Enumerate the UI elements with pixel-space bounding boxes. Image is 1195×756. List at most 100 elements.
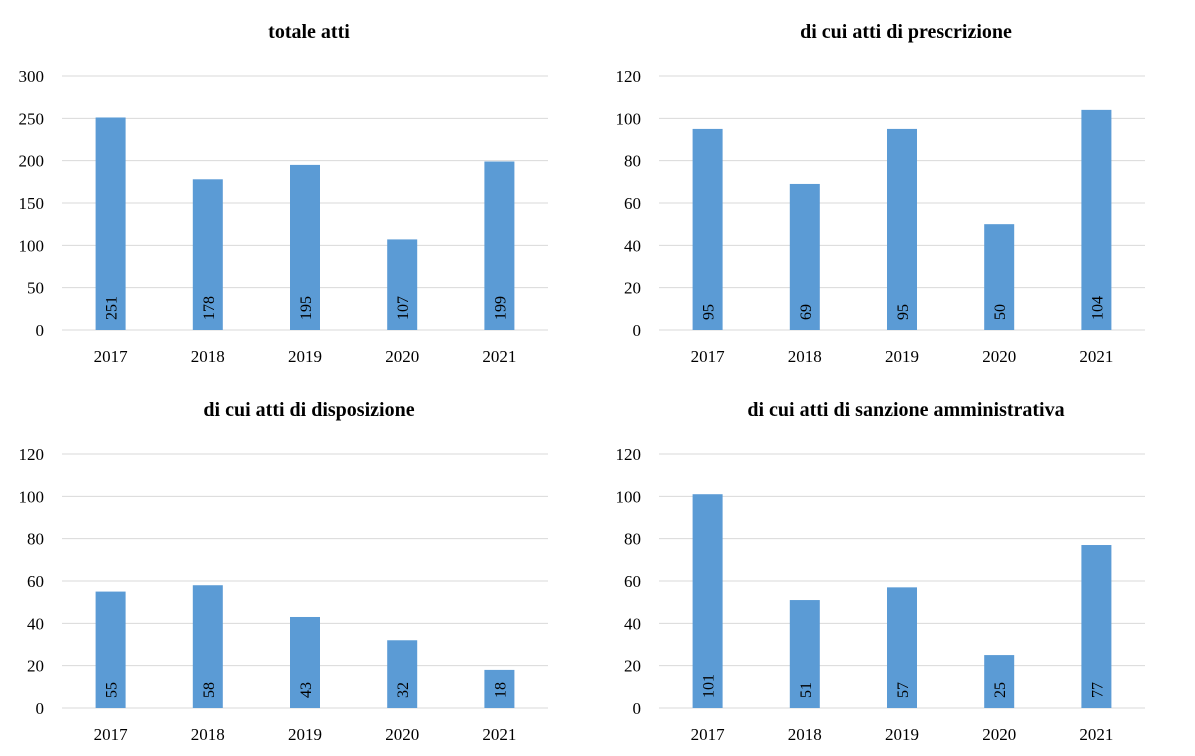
y-tick-label: 40 [624,614,641,633]
chart-svg: di cui atti di sanzione amministrativa 0 2… [616,399,1145,744]
y-tick-label: 300 [19,67,45,86]
data-label: 69 [798,304,815,320]
bar [290,616,320,708]
bar [192,179,223,330]
data-label: 32 [395,682,412,698]
data-label: 51 [798,682,815,698]
x-tick-label: 2021 [482,725,516,744]
data-label: 25 [992,682,1009,698]
data-label: 199 [492,296,509,320]
bar [692,128,723,330]
chart-atti-disposizione: di cui atti di disposizione 0 20 40 60 80 100 1… [0,378,598,756]
x-tick-label: 2020 [982,347,1016,366]
data-label: 77 [1089,682,1106,698]
x-tick-label: 2017 [94,347,129,366]
y-tick-label: 60 [27,572,44,591]
bar [192,585,223,708]
bar [984,655,1015,708]
y-tick-label: 60 [624,572,641,591]
x-tick-label: 2021 [482,347,516,366]
y-tick-label: 0 [633,321,642,340]
y-tick-label: 20 [624,279,641,298]
data-label: 101 [701,674,718,698]
x-tick-label: 2017 [691,725,726,744]
y-tick-label: 80 [27,530,44,549]
bar [692,494,723,708]
data-label: 107 [395,296,412,320]
y-tick-label: 20 [624,657,641,676]
bar [290,164,320,330]
data-label: 57 [895,682,912,698]
bar [484,161,515,330]
bar [95,591,126,708]
y-tick-label: 100 [19,487,45,506]
bar [984,224,1015,330]
x-tick-label: 2018 [788,347,822,366]
x-tick-label: 2019 [885,347,919,366]
data-label: 58 [201,682,218,698]
data-label: 195 [298,296,315,320]
y-tick-label: 80 [624,152,641,171]
chart-atti-sanzione-amministrativa: di cui atti di sanzione amministrativa 0 2… [597,378,1195,756]
x-tick-label: 2018 [788,725,822,744]
y-tick-label: 120 [616,67,642,86]
y-tick-label: 120 [19,445,45,464]
y-tick-label: 50 [27,279,44,298]
bar [1081,545,1112,708]
bar [887,128,917,330]
bar [1081,109,1112,330]
data-label: 43 [298,682,315,698]
y-tick-label: 20 [27,657,44,676]
y-tick-label: 0 [633,699,642,718]
data-label: 95 [701,304,718,320]
y-tick-label: 250 [19,109,45,128]
x-tick-label: 2020 [982,725,1016,744]
y-tick-label: 0 [36,321,45,340]
chart-title: totale atti [268,21,350,43]
y-tick-label: 40 [624,236,641,255]
x-tick-label: 2020 [385,725,419,744]
x-tick-label: 2021 [1079,347,1113,366]
x-tick-label: 2018 [191,725,225,744]
x-tick-label: 2019 [885,725,919,744]
data-label: 178 [201,296,218,320]
x-tick-label: 2021 [1079,725,1113,744]
y-tick-label: 100 [616,487,642,506]
chart-title: di cui atti di disposizione [203,399,414,421]
x-tick-label: 2017 [94,725,129,744]
y-tick-label: 120 [616,445,642,464]
y-tick-label: 200 [19,152,45,171]
x-tick-label: 2019 [288,347,322,366]
chart-totale-atti: totale atti 0 50 100 150 200 250 300 251 2017 178 2… [0,0,598,378]
y-tick-label: 40 [27,614,44,633]
y-tick-label: 100 [616,109,642,128]
x-tick-label: 2020 [385,347,419,366]
bar [484,669,515,708]
bar [95,117,126,330]
chart-svg: totale atti 0 50 100 150 200 250 300 251 2017 178 2… [19,21,548,366]
chart-title: di cui atti di prescrizione [800,21,1012,43]
bar [387,640,418,708]
y-tick-label: 60 [624,194,641,213]
y-tick-label: 80 [624,530,641,549]
data-label: 50 [992,304,1009,320]
bar [789,600,820,708]
data-label: 95 [895,304,912,320]
bar [887,587,917,708]
y-tick-label: 100 [19,236,45,255]
data-label: 55 [104,682,121,698]
chart-atti-prescrizione: di cui atti di prescrizione 0 20 40 60 80 100 1… [597,0,1195,378]
x-tick-label: 2019 [288,725,322,744]
data-label: 251 [104,296,121,320]
data-label: 104 [1089,296,1106,320]
x-tick-label: 2018 [191,347,225,366]
x-tick-label: 2017 [691,347,726,366]
bar [789,183,820,330]
data-label: 18 [492,682,509,698]
chart-svg: di cui atti di prescrizione 0 20 40 60 80 100 1… [616,21,1145,366]
chart-title: di cui atti di sanzione amministrativa [747,399,1064,421]
y-tick-label: 0 [36,699,45,718]
y-tick-label: 150 [19,194,45,213]
chart-svg: di cui atti di disposizione 0 20 40 60 80 100 1… [19,399,548,744]
